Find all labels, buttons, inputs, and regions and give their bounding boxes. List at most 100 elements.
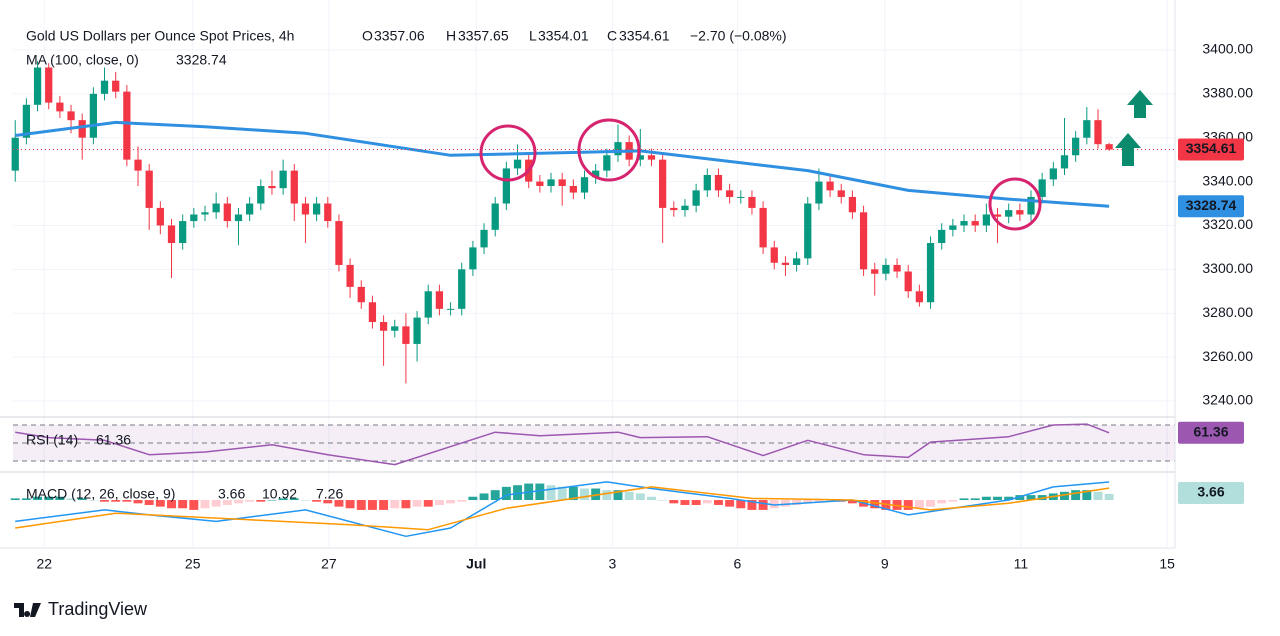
macd-histogram-bar <box>680 500 690 505</box>
x-tick-label: 11 <box>1014 556 1029 572</box>
macd-name: MACD (12, 26, close, 9) <box>26 486 175 502</box>
macd-histogram-bar <box>289 498 299 501</box>
candle-body <box>781 262 790 265</box>
macd-histogram-bar <box>870 500 880 509</box>
candle-body <box>513 159 522 169</box>
ohlc-letter: C <box>607 28 617 44</box>
candle-body <box>971 221 979 226</box>
ohlc-value: 3357.65 <box>458 28 509 44</box>
macd-histogram-bar <box>1004 496 1014 501</box>
candle-body <box>647 155 656 160</box>
macd-histogram-bar <box>970 498 980 501</box>
candle-body <box>89 93 97 138</box>
macd-histogram-bar <box>613 490 623 501</box>
candle-body <box>1005 210 1013 217</box>
rsi-value: 61.36 <box>96 432 131 448</box>
last-price-label-box <box>1178 138 1244 161</box>
y-tick-label: 3300.00 <box>1202 260 1253 276</box>
x-tick-label: 3 <box>609 556 617 572</box>
candle-body <box>681 205 689 211</box>
y-tick-label: 3240.00 <box>1202 392 1253 408</box>
candle-body <box>915 291 924 303</box>
candle-body <box>926 243 935 303</box>
candle-body <box>502 168 511 204</box>
candle-body <box>234 214 243 222</box>
macd-histogram-bar <box>234 500 243 504</box>
candle-body <box>1038 179 1046 197</box>
macd-histogram-bar <box>914 500 924 509</box>
highlight-circle <box>577 118 641 182</box>
x-tick-label: 27 <box>321 556 337 572</box>
macd-histogram-bar <box>580 488 589 501</box>
rsi-name: RSI (14) <box>26 432 78 448</box>
macd-histogram-bar <box>44 496 54 501</box>
ma-price-label: 3328.74 <box>1186 197 1237 213</box>
logo: TradingView <box>14 599 148 619</box>
macd-histogram-bar <box>88 500 98 501</box>
candle-body <box>212 203 220 213</box>
moving-average-line <box>15 120 1110 208</box>
candle-body <box>636 155 644 160</box>
macd-histogram-bar <box>713 500 723 505</box>
macd-histogram-bar <box>267 500 277 501</box>
signal-line <box>15 486 1110 531</box>
macd-histogram-bar <box>312 500 322 502</box>
macd-histogram-bar <box>367 500 377 510</box>
candle-body <box>592 170 600 178</box>
macd-histogram-bar <box>100 500 109 502</box>
y-tick-label: 3340.00 <box>1202 172 1253 188</box>
macd-histogram-bar <box>803 500 813 504</box>
macd-histogram-bar <box>345 500 355 509</box>
macd-histogram-bar <box>691 500 701 505</box>
candle-body <box>78 120 86 138</box>
candle-body <box>848 196 857 213</box>
highlight-circle <box>479 124 537 182</box>
candle-body <box>413 317 421 344</box>
chart-title: Gold US Dollars per Ounce Spot Prices, 4… <box>26 28 294 44</box>
macd-histogram-bar <box>66 498 76 501</box>
logo-text: TradingView <box>48 599 148 619</box>
macd-histogram-bar <box>167 500 176 509</box>
candle-body <box>1083 120 1091 138</box>
candle-body <box>435 291 444 309</box>
candle-body <box>759 207 767 248</box>
candle-body <box>100 80 109 94</box>
macd-histogram-bar <box>446 500 456 504</box>
macd-histogram-bar <box>144 500 154 505</box>
candle-body <box>246 203 254 215</box>
candle-body <box>257 185 265 204</box>
macd-histogram-bar <box>747 500 757 510</box>
candle-body <box>770 247 778 263</box>
macd-histogram-bar <box>334 500 344 507</box>
macd-histogram-bar <box>256 500 266 502</box>
macd-histogram-bar <box>501 486 511 501</box>
macd-histogram-bar <box>591 488 601 501</box>
macd-histogram-bar <box>981 496 991 501</box>
candle-body <box>1027 196 1035 215</box>
macd-histogram-bar <box>77 498 87 501</box>
x-tick-label: 22 <box>36 556 52 572</box>
candle-body <box>469 247 477 270</box>
macd-histogram-bar <box>490 490 500 501</box>
candle-body <box>312 203 321 215</box>
macd-histogram-bar <box>479 493 489 501</box>
candle-body <box>714 175 723 191</box>
macd-histogram-bar <box>211 500 221 507</box>
candle-body <box>134 159 142 171</box>
macd-histogram-bar <box>1026 495 1036 501</box>
rsi-price-label: 61.36 <box>1193 423 1228 439</box>
candle-body <box>56 102 64 112</box>
macd-histogram-bar <box>635 493 645 501</box>
macd-histogram-bar <box>792 500 802 505</box>
candle-body <box>737 196 745 198</box>
candle-body <box>268 185 276 189</box>
ohlc-letter: O <box>362 28 373 44</box>
macd-histogram-bar <box>468 496 478 501</box>
candle-body <box>156 207 164 226</box>
candle-body <box>748 196 756 208</box>
y-tick-label: 3380.00 <box>1202 85 1253 101</box>
macd-histogram-bar <box>568 486 578 501</box>
up-arrow <box>1115 133 1141 166</box>
macd-histogram-bar <box>434 500 444 505</box>
